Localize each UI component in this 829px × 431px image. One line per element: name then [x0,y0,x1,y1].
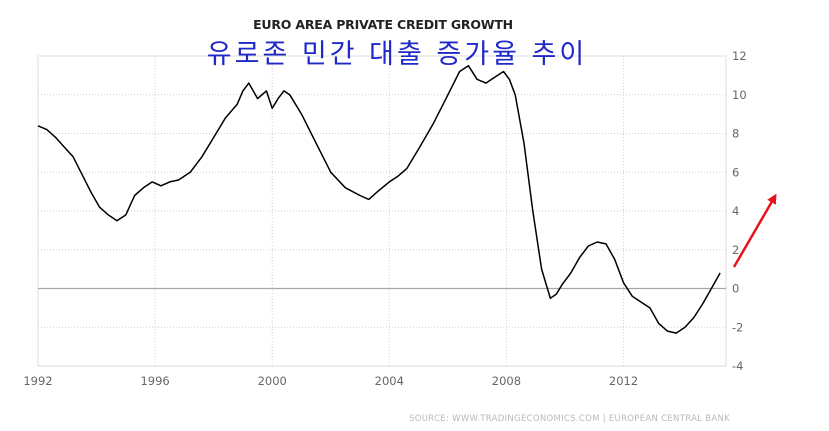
y-tick-label: 6 [732,165,739,179]
x-tick-label: 1996 [140,374,169,388]
y-tick-label: -4 [732,359,743,373]
y-tick-label: 2 [732,243,739,257]
x-tick-label: 2004 [375,374,404,388]
y-tick-label: -2 [732,320,743,334]
gridlines [37,55,726,367]
chart-subtitle: 유로존 민간 대출 증가율 추이 [207,39,587,70]
x-tick-label: 1992 [23,374,52,388]
plot-frame [37,55,727,367]
y-tick-label: 10 [732,88,747,102]
chart-title: EURO AREA PRIVATE CREDIT GROWTH [253,17,513,32]
x-tick-label: 2000 [258,374,287,388]
y-tick-label: 12 [732,49,747,63]
x-tick-label: 2012 [609,374,638,388]
series-line [37,64,721,334]
y-axis-ticks: 12 10 8 6 4 2 0 -2 -4 [732,49,747,373]
y-tick-label: 8 [732,127,739,141]
x-axis-ticks: 1992 1996 2000 2004 2008 2012 [23,374,638,388]
y-tick-label: 4 [732,204,739,218]
y-tick-label: 0 [732,282,739,296]
source-note: SOURCE: WWW.TRADINGECONOMICS.COM | EUROP… [409,414,730,424]
x-tick-label: 2008 [492,374,521,388]
annotation-arrow [732,193,777,268]
